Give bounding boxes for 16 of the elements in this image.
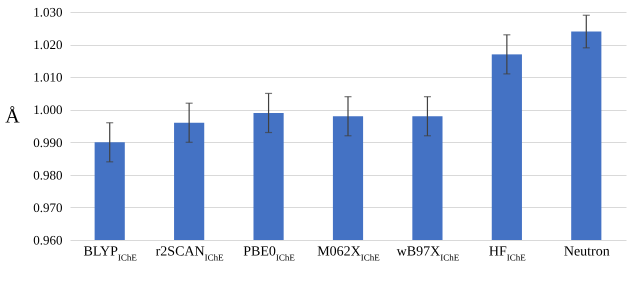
y-tick-label: 0.990 — [33, 134, 62, 150]
y-tick-label: 0.980 — [33, 167, 62, 182]
y-tick-label: 0.960 — [33, 232, 62, 248]
y-tick-label: 1.020 — [33, 37, 62, 52]
y-tick-label: 1.030 — [33, 4, 62, 20]
x-tick-label: HF$_{IChE}$ — [488, 244, 526, 262]
x-tick-label: BLYP$_{IChE}$ — [84, 244, 138, 262]
x-tick-label: PBE0$_{IChE}$ — [243, 244, 296, 262]
x-tick-label: Neutron — [564, 244, 610, 260]
x-tick-label: r2SCAN$_{IChE}$ — [156, 244, 224, 262]
x-tick-label: wB97X$_{IChE}$ — [396, 244, 460, 262]
y-axis-title: Å — [5, 106, 20, 128]
y-tick-label: 1.000 — [33, 102, 62, 118]
y-tick-label: 0.970 — [33, 200, 62, 215]
y-tick-label: 1.010 — [33, 70, 62, 85]
x-tick-label: M062X$_{IChE}$ — [317, 244, 380, 262]
